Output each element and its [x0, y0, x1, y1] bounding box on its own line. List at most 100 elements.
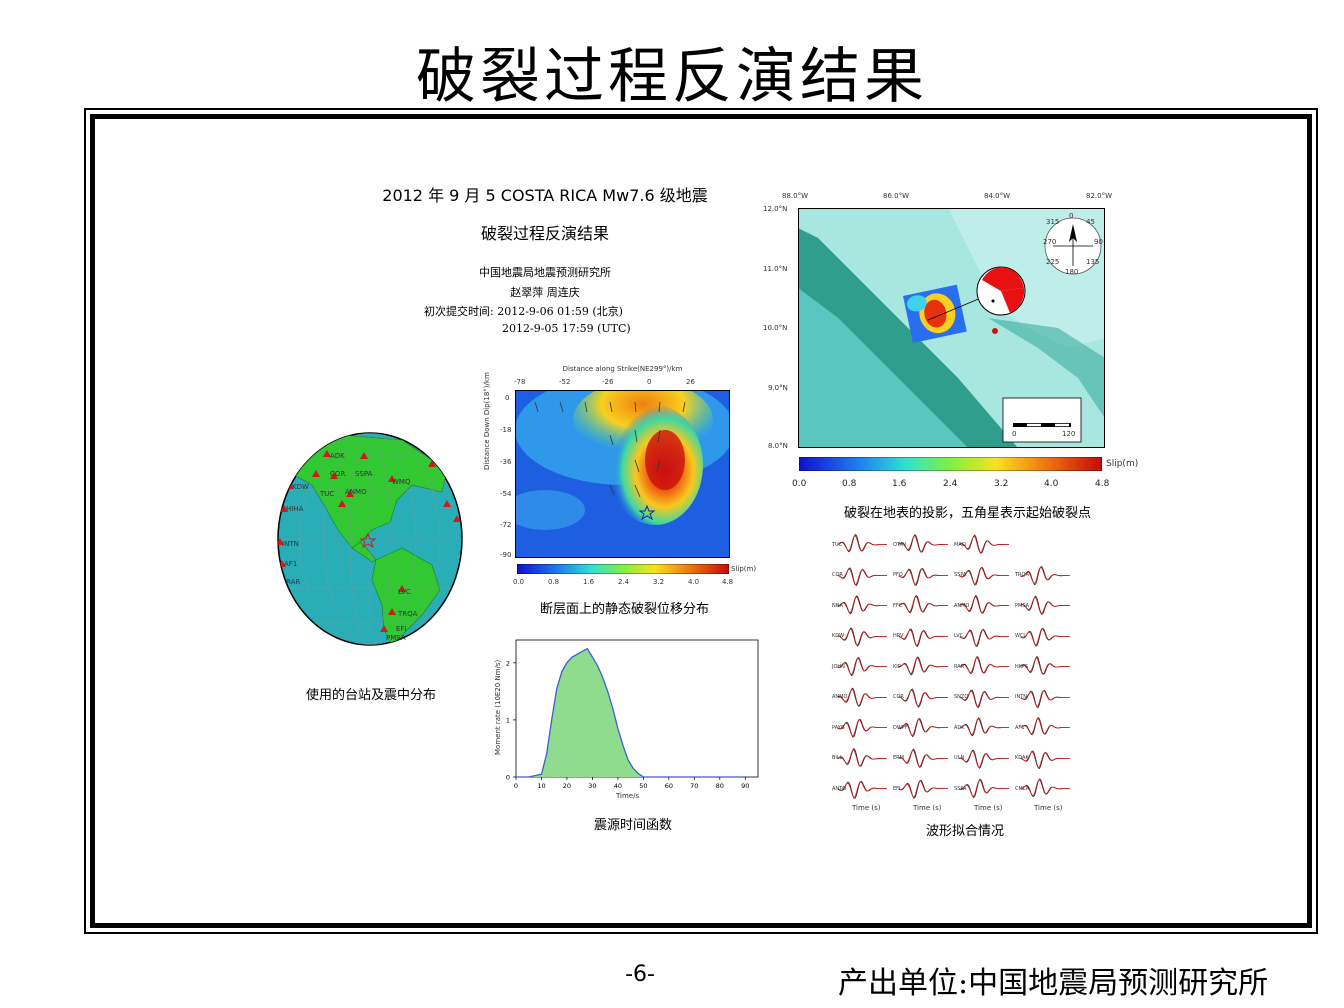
map-caption: 破裂在地表的投影，五角星表示起始破裂点: [844, 506, 1092, 521]
map-cb-tick: 2.4: [943, 479, 958, 489]
waveform-station-label: CMLA: [1015, 785, 1030, 792]
wave-time-label: Time (s): [913, 804, 942, 812]
compass-tick: 90: [1094, 238, 1103, 246]
station-label: SSPA: [355, 470, 373, 478]
map-lat-tick: 9.0°N: [768, 384, 788, 392]
waveform-trace: [837, 534, 887, 553]
waveform-cell: HKPS: [1015, 652, 1072, 679]
map-cb-tick: 4.0: [1044, 479, 1059, 489]
waveform-cell: MACI: [954, 530, 1011, 557]
waveform-trace: [1020, 717, 1070, 736]
wave-time-label: Time (s): [1034, 804, 1063, 812]
station-label: KDW: [292, 483, 309, 491]
slip-y-tick: -18: [500, 426, 512, 434]
waveform-trace: [837, 595, 887, 615]
station-label: RAR: [286, 578, 301, 586]
waveform-cell: ANTO: [832, 774, 889, 801]
submit-time-beijing: 初次提交时间: 2012-9-06 01:59 (北京): [424, 305, 623, 318]
stf-x-axis-title: Time/s: [616, 792, 640, 800]
map-colorbar: [799, 457, 1102, 471]
map-lon-tick: 86.0°W: [883, 192, 910, 200]
stf-x-tick-label: 50: [639, 782, 647, 790]
map-lat-tick: 11.0°N: [763, 265, 788, 273]
stf-x-tick-label: 30: [588, 782, 596, 790]
stf-x-tick-label: 10: [537, 782, 545, 790]
waveform-cell: OTAV: [893, 530, 950, 557]
slip-cb-tick: 0.8: [548, 578, 560, 586]
compass-tick: 315: [1046, 218, 1060, 226]
waveform-cell: EFI: [893, 774, 950, 801]
waveform-station-label: COR: [832, 572, 843, 579]
waveform-station-label: JOHN: [832, 663, 845, 670]
station-label: COR: [330, 470, 346, 478]
waveform-station-label: PAYG: [832, 724, 845, 731]
station-label: TRQA: [398, 610, 418, 618]
map-lon-tick: 88.0°W: [782, 192, 809, 200]
waveform-cell: KDAK: [1015, 744, 1072, 771]
waveform-trace: [959, 656, 1009, 675]
waveform-trace: [837, 567, 887, 586]
station-label: HIHA: [286, 505, 304, 513]
slip-heatmap: [515, 390, 730, 558]
stf-x-tick-label: 90: [741, 782, 749, 790]
station-label: PMSA: [386, 634, 406, 642]
map-cb-tick: 0.8: [842, 479, 857, 489]
waveform-station-label: ERM: [893, 755, 904, 762]
waveform-trace: [1020, 565, 1070, 585]
waveform-cell: ANMO: [954, 591, 1011, 618]
station-label: TUC: [320, 490, 335, 498]
slip-y-tick: -54: [500, 490, 512, 498]
waveform-cell: SSPA: [954, 774, 1011, 801]
waveform-cell: SNZO: [954, 683, 1011, 710]
event-line: 2012 年 9 月 5 COSTA RICA Mw7.6 级地震: [382, 186, 708, 205]
station-label: ADK: [330, 452, 345, 460]
map-lon-tick: 84.0°W: [984, 192, 1011, 200]
waveform-trace: [898, 628, 948, 647]
compass-tick: 225: [1046, 258, 1060, 266]
waveform-trace: [959, 689, 1009, 708]
waveform-trace: [898, 779, 948, 799]
station-label: EFI: [396, 625, 407, 633]
stf-x-tick-label: 0: [514, 782, 518, 790]
slip-cb-tick: 4.0: [688, 578, 700, 586]
waveform-station-label: SSPA: [954, 572, 967, 579]
waveform-cell: ADK: [954, 713, 1011, 740]
map-cb-tick: 1.6: [892, 479, 907, 489]
scale-tick: 120: [1062, 430, 1076, 438]
waveform-station-label: PMSA: [1015, 602, 1030, 609]
compass-tick: 135: [1086, 258, 1100, 266]
waveform-trace: [959, 594, 1009, 614]
station-label: INTN: [282, 540, 299, 548]
waveform-station-label: INTN: [1015, 694, 1028, 701]
waveform-station-label: PFO: [893, 572, 903, 579]
waveform-trace: [959, 628, 1009, 647]
waveform-cell: AF1: [1015, 713, 1072, 740]
globe-map: [277, 432, 463, 646]
slip-y-tick: -36: [500, 458, 512, 466]
waveform-station-label: KIP: [893, 663, 901, 670]
waveform-station-label: AF1: [1015, 724, 1025, 731]
waveform-trace: [837, 747, 887, 767]
slip-x-tick: 26: [686, 378, 695, 386]
compass-tick: 180: [1065, 268, 1079, 276]
slip-cb-tick: 1.6: [583, 578, 595, 586]
waveform-station-label: TRQA: [1015, 572, 1029, 579]
stf-area: [516, 648, 746, 777]
waveform-trace: [1020, 627, 1070, 646]
waveform-cell: PAYG: [832, 713, 889, 740]
slip-cb-tick: 2.4: [618, 578, 630, 586]
waveform-station-label: EFI: [893, 785, 901, 792]
waveform-station-label: KDW: [832, 633, 845, 640]
report-subtitle: 破裂过程反演结果: [480, 224, 609, 243]
waveform-cell: COR: [832, 561, 889, 588]
waveform-cell: JOHN: [832, 652, 889, 679]
waveform-cell: FFC: [893, 591, 950, 618]
waveform-trace: [898, 533, 948, 553]
waveform-station-label: WCI: [1015, 633, 1025, 640]
waveform-trace: [898, 567, 948, 586]
waveform-cell: DWPF: [893, 713, 950, 740]
waveform-station-label: MACI: [954, 541, 967, 548]
waveform-trace: [959, 749, 1009, 769]
globe-caption: 使用的台站及震中分布: [306, 688, 437, 703]
slip-colorbar: [517, 564, 729, 574]
